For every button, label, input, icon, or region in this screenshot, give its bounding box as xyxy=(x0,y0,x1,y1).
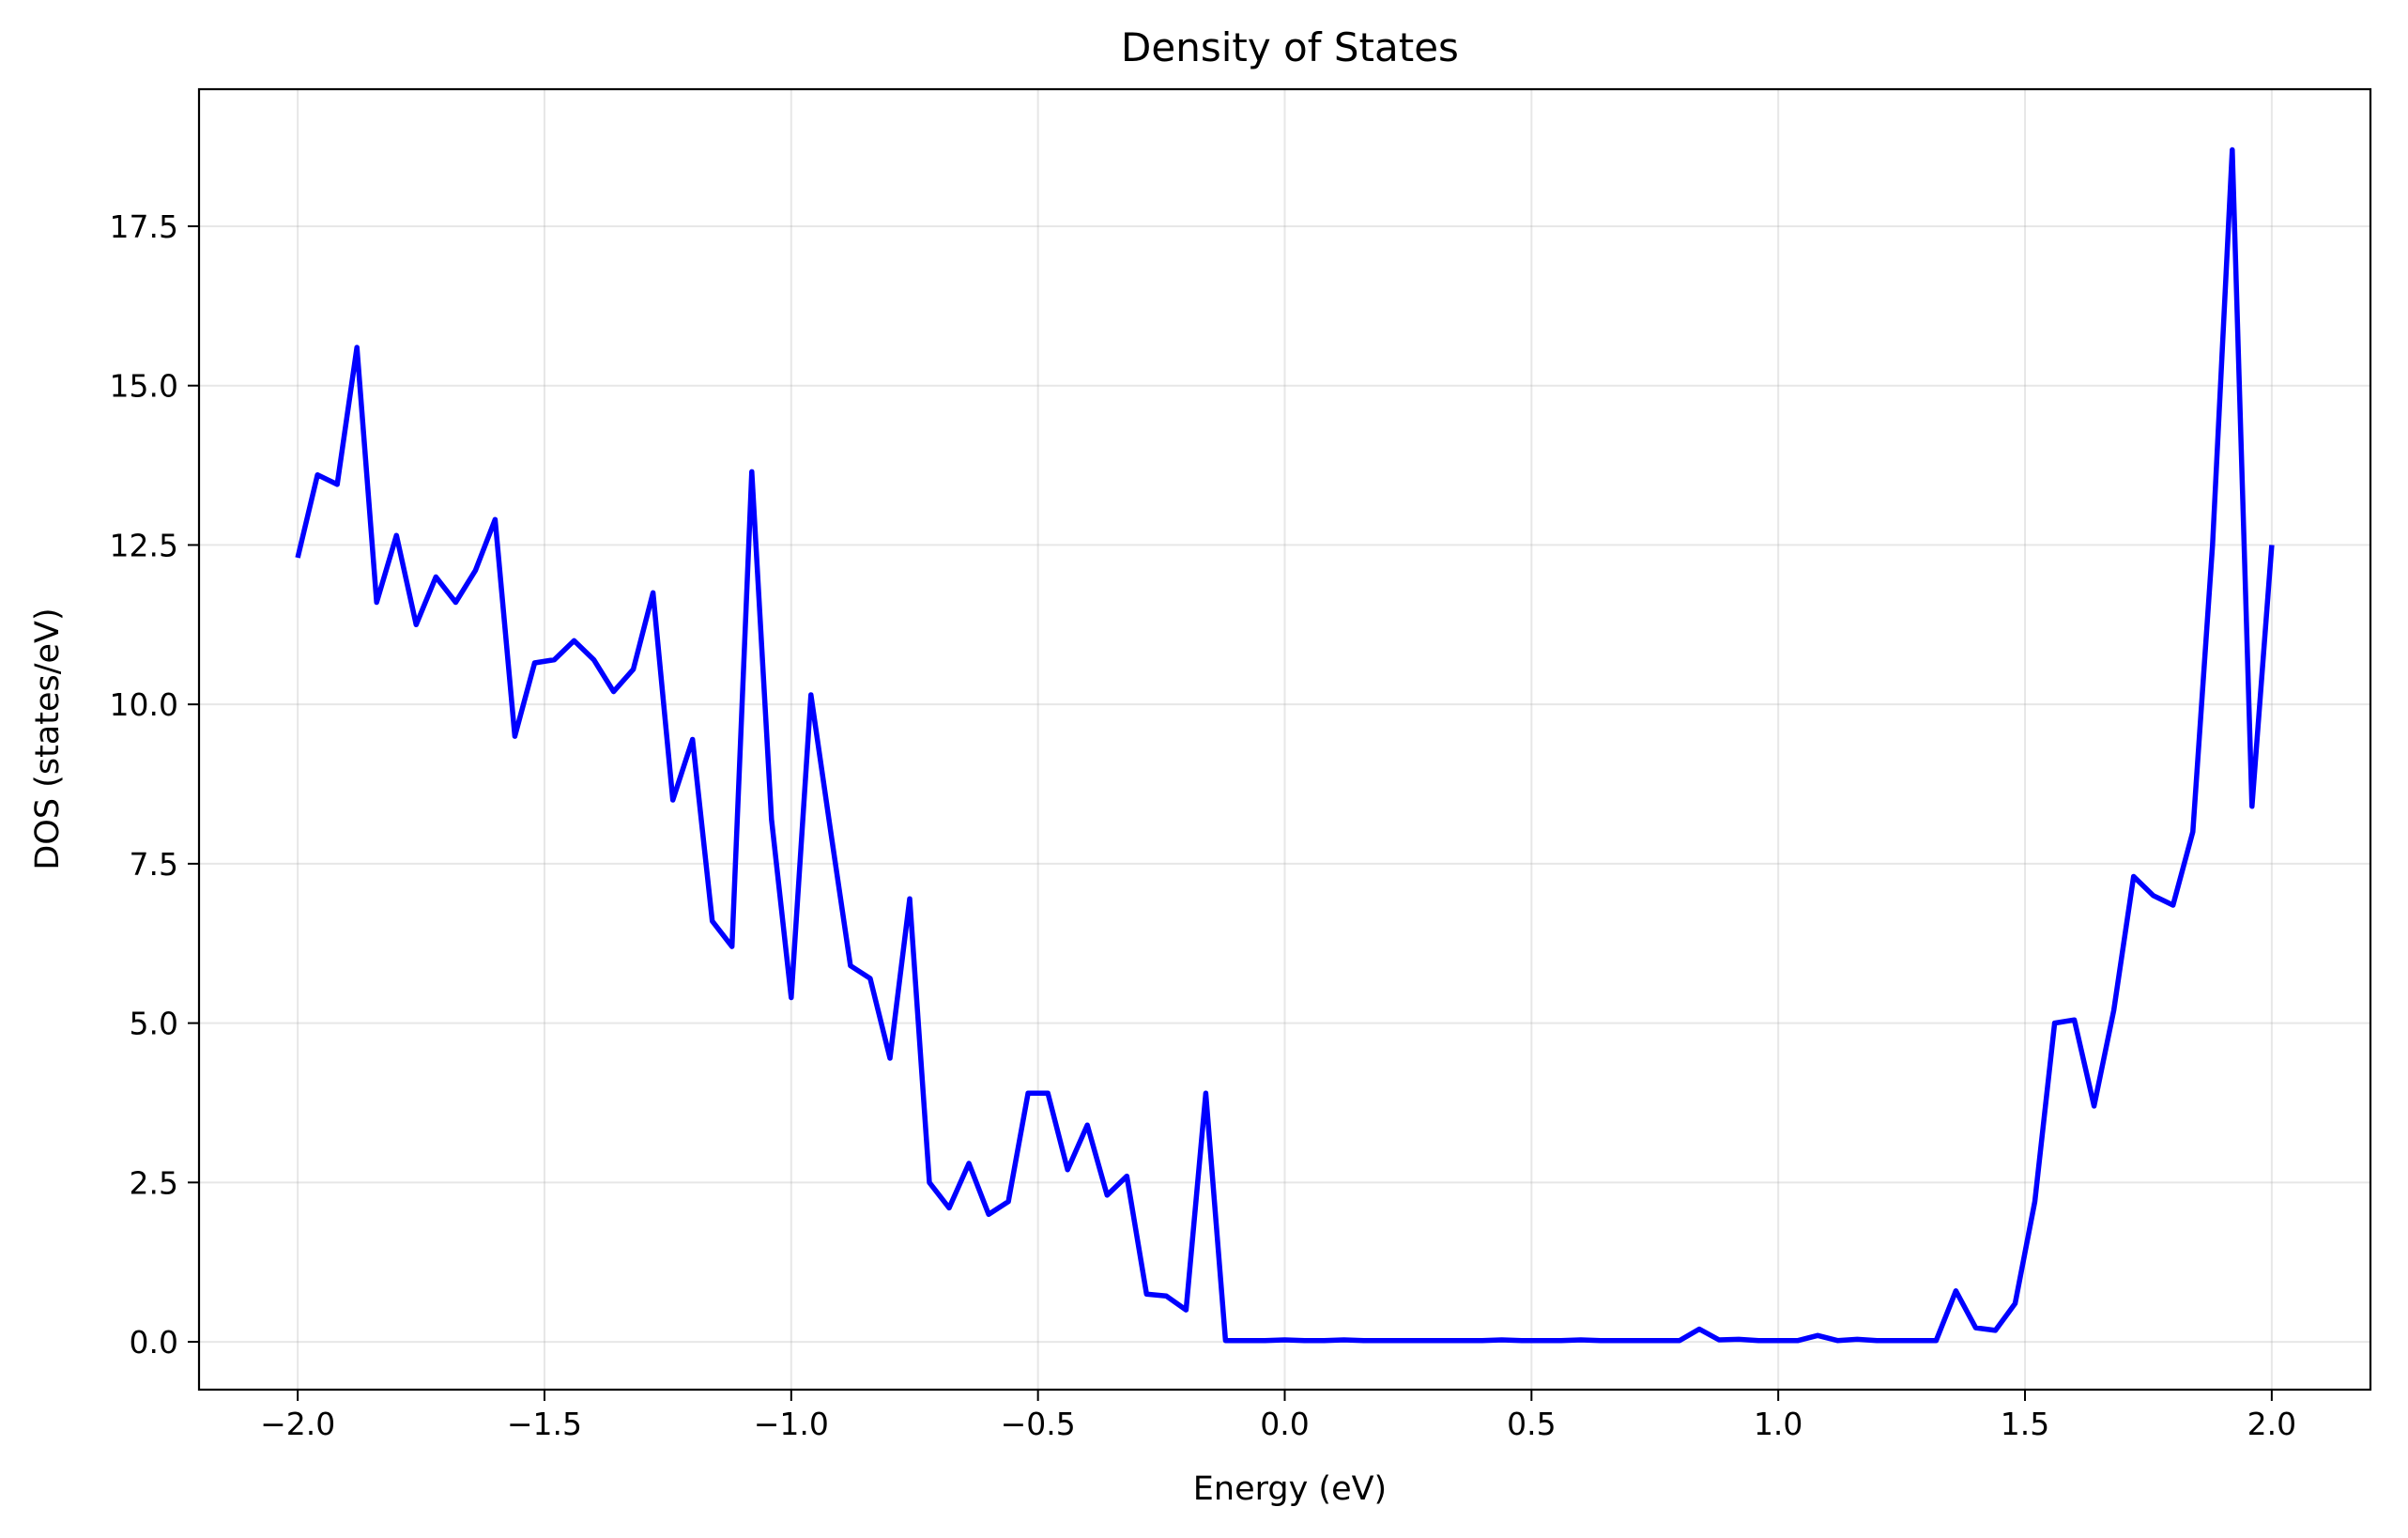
grid xyxy=(199,89,2370,1390)
x-tick-label: 1.5 xyxy=(2001,1406,2049,1442)
plot-area-background xyxy=(199,89,2370,1390)
y-tick-label: 7.5 xyxy=(130,846,178,883)
x-axis-label: Energy (eV) xyxy=(1193,1470,1387,1508)
x-tick-label: 0.0 xyxy=(1260,1406,1309,1442)
x-tick-label: −1.0 xyxy=(754,1406,829,1442)
dos-series-line xyxy=(295,146,2275,1344)
chart-title: Density of States xyxy=(1121,24,1459,70)
x-tick-label: 1.0 xyxy=(1754,1406,1802,1442)
x-tick-label: −1.5 xyxy=(507,1406,582,1442)
y-tick-label: 17.5 xyxy=(110,208,178,245)
y-axis: 0.0 2.5 5.0 7.5 10.0 12.5 15.0 17.5 xyxy=(110,208,199,1361)
y-tick-label: 12.5 xyxy=(110,527,178,563)
x-tick-label: 2.0 xyxy=(2247,1406,2296,1442)
x-tick-label: −2.0 xyxy=(260,1406,335,1442)
y-tick-label: 10.0 xyxy=(110,686,178,723)
x-tick-label: 0.5 xyxy=(1507,1406,1556,1442)
y-tick-label: 5.0 xyxy=(130,1006,178,1042)
y-axis-label: DOS (states/eV) xyxy=(29,608,67,869)
y-tick-label: 15.0 xyxy=(110,368,178,405)
x-tick-label: −0.5 xyxy=(1001,1406,1076,1442)
x-axis: −2.0 −1.5 −1.0 −0.5 0.0 0.5 1.0 1.5 2.0 xyxy=(260,1390,2296,1442)
y-tick-label: 0.0 xyxy=(130,1324,178,1361)
series-layer xyxy=(295,146,2275,1344)
y-tick-label: 2.5 xyxy=(130,1164,178,1201)
